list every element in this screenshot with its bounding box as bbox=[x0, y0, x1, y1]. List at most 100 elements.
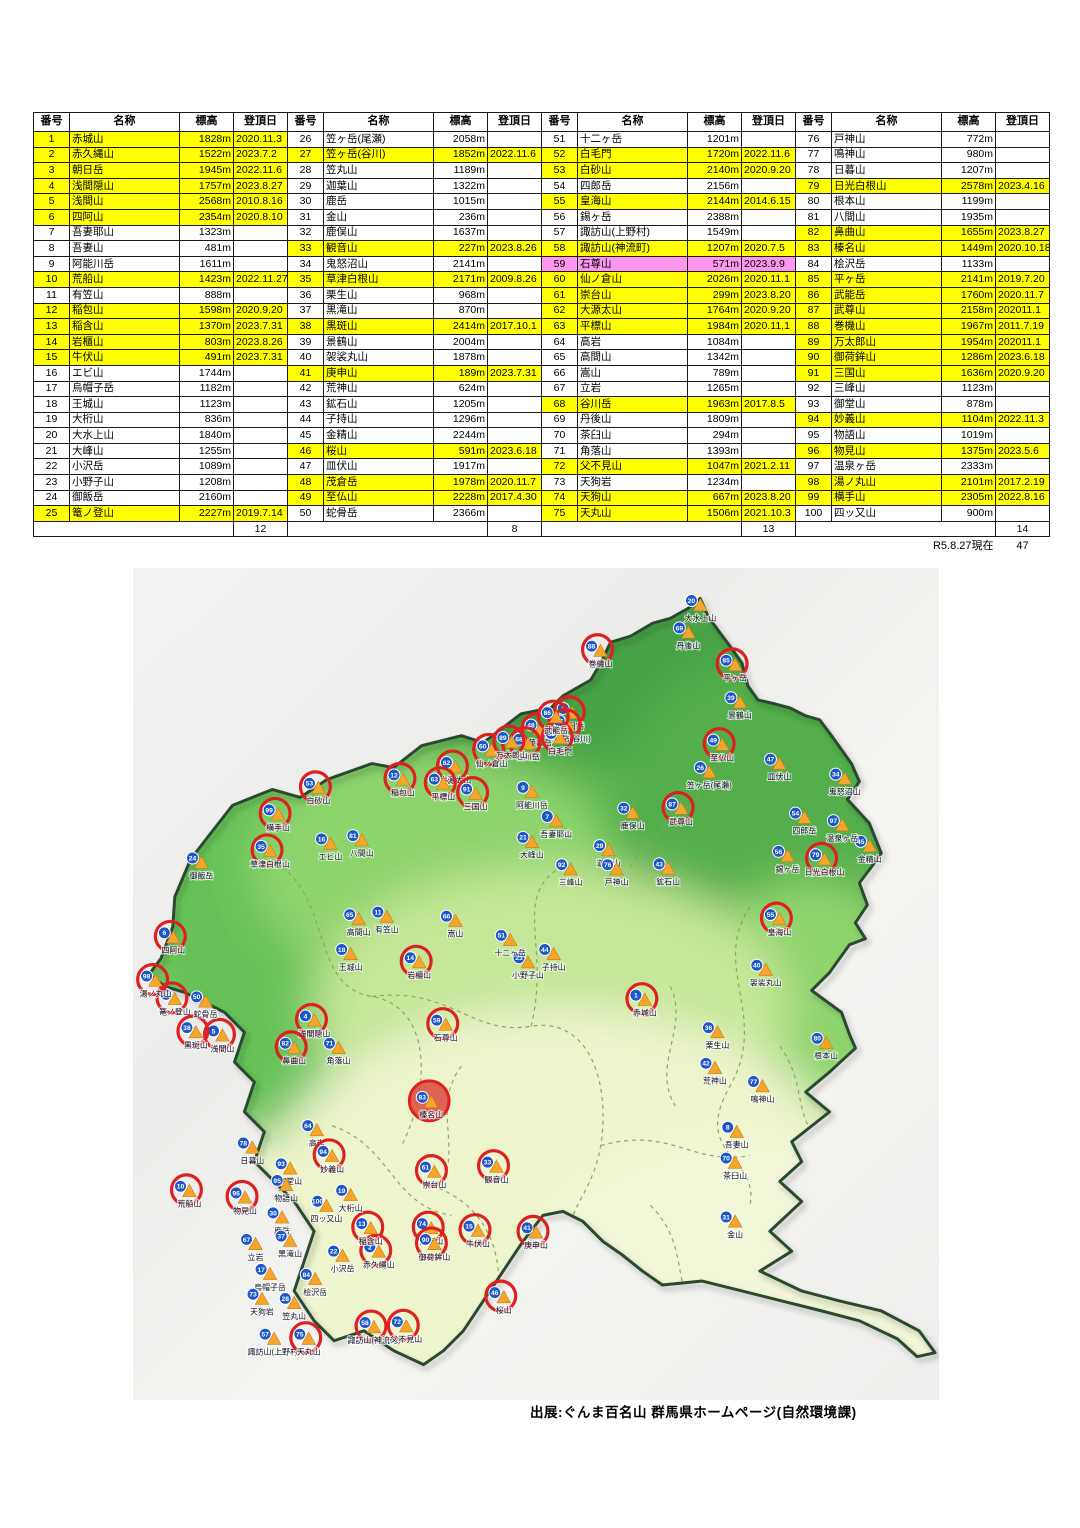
cell-num: 73 bbox=[541, 474, 578, 491]
marker-number: 68 bbox=[515, 737, 523, 744]
climbed-ring bbox=[625, 982, 659, 1016]
cell-name: 大源太山 bbox=[577, 302, 688, 320]
mountain-marker: 84 桧沢岳 bbox=[299, 1267, 328, 1298]
cell-num: 19 bbox=[33, 411, 70, 429]
cell-elev: 980m bbox=[941, 146, 996, 164]
marker-label: 浅間隠山 bbox=[298, 1028, 330, 1038]
marker-number: 62 bbox=[443, 760, 451, 767]
mountain-triangle-icon bbox=[335, 1248, 350, 1262]
number-badge bbox=[293, 1327, 307, 1341]
cell-name: 阿能川岳 bbox=[69, 255, 180, 273]
marker-number: 20 bbox=[688, 598, 696, 605]
number-badge bbox=[371, 905, 385, 919]
marker-label: 天丸山 bbox=[297, 1347, 321, 1357]
cell-name: 庚申山 bbox=[323, 364, 434, 382]
marker-label: 赤久縄山 bbox=[363, 1259, 395, 1269]
cell-num: 56 bbox=[541, 208, 578, 226]
marker-label: 笠ヶ岳(尾瀬) bbox=[687, 780, 732, 790]
table-row: 6 四阿山 2354m 2020.8.10 31 金山 236m 56 錫ヶ岳 2388m 81 八間… bbox=[33, 208, 1050, 226]
cell-date: 202011.1 bbox=[995, 333, 1050, 351]
cell-name: 高間山 bbox=[577, 349, 688, 366]
marker-number: 37 bbox=[277, 1234, 285, 1241]
cell-num: 98 bbox=[795, 474, 832, 491]
mountain-marker: 39 景鶴山 bbox=[724, 691, 753, 721]
cell-date bbox=[995, 208, 1050, 226]
table-row: 22 小沢岳 1089m 47 皿伏山 1917m 72 父不見山 1047m 2021.2.11… bbox=[33, 458, 1050, 476]
marker-label: 仙ノ倉山 bbox=[476, 758, 508, 768]
number-badge bbox=[262, 803, 276, 817]
cell-num: 86 bbox=[795, 286, 832, 304]
cell-date bbox=[741, 364, 796, 382]
marker-label: 諏訪山(神流町) bbox=[347, 1335, 400, 1345]
marker-number: 89 bbox=[499, 735, 507, 742]
footer-spacer bbox=[288, 537, 542, 556]
mountain-triangle-icon bbox=[379, 909, 395, 923]
cell-date bbox=[741, 411, 796, 429]
mountain-triangle-icon bbox=[448, 913, 463, 927]
marker-number: 40 bbox=[753, 963, 761, 970]
cell-date: 2022.8.16 bbox=[995, 489, 1050, 507]
cell-date: 2020.11.3 bbox=[233, 131, 288, 148]
mountain-triangle-icon bbox=[194, 855, 209, 869]
cell-num: 37 bbox=[287, 302, 324, 320]
marker-label: 小沢岳 bbox=[331, 1263, 355, 1273]
mountain-triangle-icon bbox=[548, 710, 564, 724]
number-badge bbox=[512, 951, 526, 965]
cell-num: 24 bbox=[33, 489, 70, 507]
number-badge bbox=[266, 1206, 280, 1220]
table-row: 21 大峰山 1255m 46 桜山 591m 2023.6.18 71 角落山 1393m 96 物… bbox=[33, 442, 1050, 460]
cell-elev: 1852m bbox=[433, 146, 488, 164]
marker-label: 根本山 bbox=[814, 1051, 838, 1061]
mountain-marker: 92 三峰山 bbox=[555, 858, 584, 888]
cell-elev: 624m bbox=[433, 380, 488, 398]
marker-label: 平ヶ岳 bbox=[723, 673, 747, 683]
subtotal-spacer bbox=[33, 520, 234, 538]
number-badge bbox=[229, 1186, 243, 1200]
cell-elev: 1757m bbox=[179, 177, 234, 195]
cell-elev: 2171m bbox=[433, 271, 488, 288]
mountain-triangle-icon bbox=[371, 1244, 387, 1258]
number-badge bbox=[415, 1090, 429, 1104]
cell-elev: 1208m bbox=[179, 474, 234, 491]
climbed-ring bbox=[805, 841, 839, 875]
marker-label: 戸神山 bbox=[605, 877, 629, 887]
number-badge bbox=[346, 829, 360, 843]
marker-number: 100 bbox=[312, 1199, 324, 1206]
cell-num: 55 bbox=[541, 193, 578, 210]
mountain-marker: 85 平ヶ岳 bbox=[715, 647, 749, 684]
cell-num: 57 bbox=[541, 224, 578, 242]
mountain-marker: 33 観音山 bbox=[476, 1149, 511, 1186]
mountain-triangle-icon bbox=[323, 836, 338, 850]
cell-num: 96 bbox=[795, 442, 832, 460]
number-badge bbox=[555, 858, 569, 872]
mountain-triangle-icon bbox=[254, 1291, 270, 1305]
cell-name: 錫ヶ岳 bbox=[577, 208, 688, 226]
table-row: 2 赤久縄山 1522m 2023.7.2 27 笠ヶ岳(谷川) 1852m 2022.11.… bbox=[33, 146, 1050, 164]
cell-date: 2022.11.27 bbox=[233, 271, 288, 288]
subtotal-row: 12 8 13 14 bbox=[33, 520, 1050, 538]
marker-number: 88 bbox=[588, 644, 596, 651]
marker-label: 湯ノ丸山 bbox=[140, 988, 172, 998]
marker-number: 69 bbox=[676, 625, 684, 632]
cell-date bbox=[995, 396, 1050, 413]
marker-number: 47 bbox=[767, 757, 775, 764]
mountain-marker: 58 諏訪山(神流町) bbox=[346, 1309, 402, 1346]
cell-name: 荒船山 bbox=[69, 271, 180, 288]
cell-elev: 1917m bbox=[433, 458, 488, 476]
marker-label: 四阿山 bbox=[161, 945, 185, 955]
table-row: 16 エビ山 1744m 41 庚申山 189m 2023.7.31 66 嵩山 789m 91 三国… bbox=[33, 364, 1050, 382]
mountain-marker: 18 王城山 bbox=[335, 943, 364, 973]
mountain-marker: 9 阿能川岳 bbox=[515, 780, 549, 811]
mountain-marker: 46 桜山 bbox=[484, 1279, 518, 1316]
marker-number: 53 bbox=[306, 781, 314, 788]
cell-name: 蛇骨岳 bbox=[323, 505, 434, 522]
marker-label: 大峰山 bbox=[520, 850, 544, 860]
map-caption: 出展:ぐんま百名山 群馬県ホームページ(自然環境課) bbox=[530, 1405, 857, 1420]
number-badge bbox=[335, 943, 349, 956]
cell-date: 2023.6.18 bbox=[995, 349, 1050, 366]
cell-num: 77 bbox=[795, 146, 832, 164]
cell-elev: 1342m bbox=[687, 349, 742, 366]
cell-date: 2023.8.20 bbox=[741, 489, 796, 507]
mountain-marker: 59 石尊山 bbox=[426, 1007, 460, 1044]
marker-label: 天狗岩 bbox=[250, 1307, 274, 1317]
